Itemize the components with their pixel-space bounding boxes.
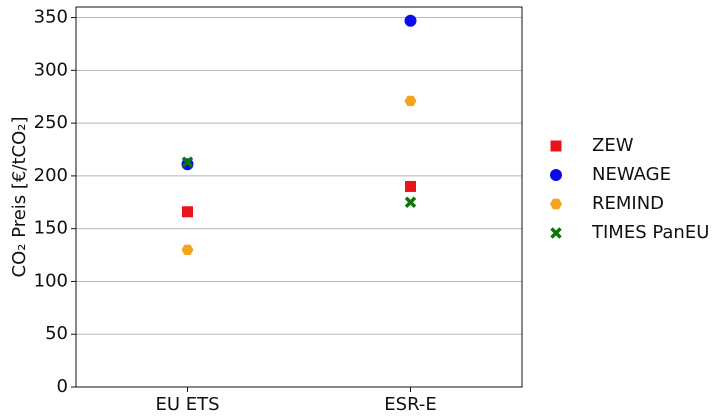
y-tick-label: 100 (34, 270, 68, 291)
y-tick-label: 200 (34, 165, 68, 186)
data-point (404, 14, 417, 27)
y-axis-label: CO₂ Preis [€/tCO₂] (9, 117, 30, 278)
legend-marker (550, 198, 562, 210)
plot-frame (75, 6, 523, 388)
legend-label: NEWAGE (592, 164, 671, 185)
legend-label: ZEW (592, 135, 634, 156)
legend-marker (550, 227, 562, 239)
y-tick-label: 300 (34, 59, 68, 80)
y-tick-label: 250 (34, 112, 68, 133)
data-point (404, 196, 417, 209)
legend-marker (550, 169, 562, 181)
y-tick-label: 150 (34, 218, 68, 239)
data-point (182, 206, 193, 218)
data-point (181, 156, 194, 168)
x-tick-label: ESR-E (384, 394, 436, 415)
data-point (405, 180, 416, 192)
legend-label: REMIND (592, 193, 664, 214)
data-point (404, 95, 417, 107)
x-tick-label: EU ETS (155, 394, 219, 415)
legend-marker (550, 140, 562, 152)
y-tick-label: 50 (45, 323, 68, 344)
y-tick-label: 350 (34, 7, 68, 28)
data-point (181, 244, 194, 255)
legend-label: TIMES PanEU (591, 222, 709, 243)
y-tick-label: 0 (57, 376, 68, 397)
